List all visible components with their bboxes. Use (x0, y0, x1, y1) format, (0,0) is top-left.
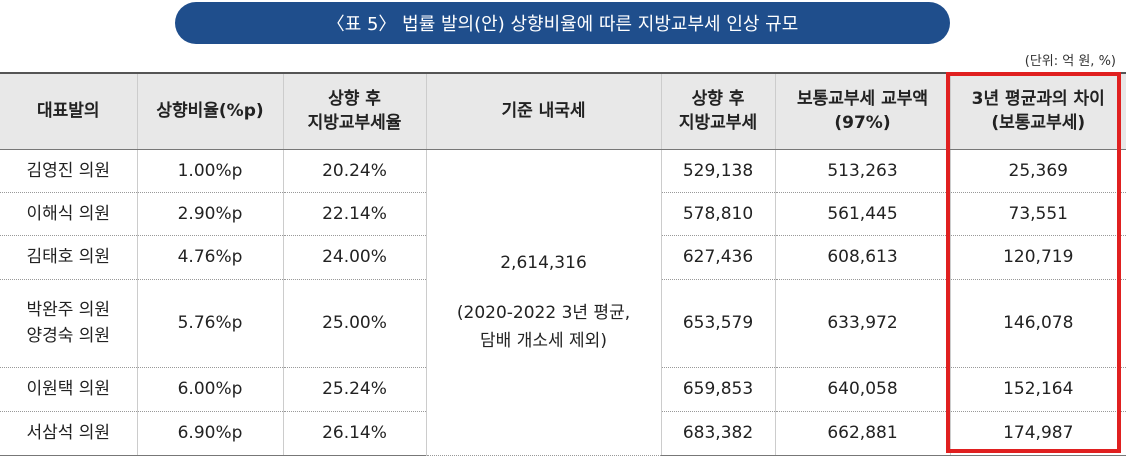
cell-rep: 박완주 의원 양경숙 의원 (0, 279, 137, 368)
header-diff: 3년 평균과의 차이 (보통교부세) (949, 72, 1126, 150)
table-title: 〈표 5〉 법률 발의(안) 상향비율에 따른 지방교부세 인상 규모 (175, 2, 950, 44)
cell-after: 25.00% (282, 279, 426, 368)
cell-rate: 6.00%p (136, 367, 283, 412)
cell-base-tax: 2,614,316 (2020-2022 3년 평균, 담배 개소세 제외) (425, 149, 661, 456)
table-row: 김영진 의원 1.00%p 20.24% 2,614,316 (2020-202… (0, 149, 1126, 456)
cell-grant: 633,972 (774, 279, 950, 368)
cell-grant: 561,445 (774, 192, 950, 236)
cell-rate: 1.00%p (136, 149, 283, 193)
header-rate: 상향비율(%p) (136, 72, 283, 150)
header-base-tax: 기준 내국세 (425, 72, 661, 150)
table-row: 이해식 의원 2.90%p 22.14% 578,810 561,445 73,… (0, 192, 1126, 236)
base-tax-value: 2,614,316 (500, 253, 587, 273)
cell-tax: 683,382 (660, 411, 775, 456)
data-table: 대표발의 상향비율(%p) 상향 후 지방교부세율 기준 내국세 상향 후 지방… (0, 72, 1126, 456)
cell-diff: 120,719 (949, 235, 1126, 280)
cell-diff: 146,078 (949, 279, 1126, 368)
cell-rep: 이원택 의원 (0, 367, 137, 412)
table-row: 서삼석 의원 6.90%p 26.14% 683,382 662,881 174… (0, 411, 1126, 456)
table-row: 김태호 의원 4.76%p 24.00% 627,436 608,613 120… (0, 235, 1126, 280)
header-rep: 대표발의 (0, 72, 137, 150)
cell-tax: 627,436 (660, 235, 775, 280)
cell-rate: 5.76%p (136, 279, 283, 368)
cell-after: 25.24% (282, 367, 426, 412)
cell-rate: 4.76%p (136, 235, 283, 280)
cell-tax: 578,810 (660, 192, 775, 236)
cell-after: 20.24% (282, 149, 426, 193)
cell-grant: 640,058 (774, 367, 950, 412)
cell-after: 26.14% (282, 411, 426, 456)
base-tax-note: (2020-2022 3년 평균, 담배 개소세 제외) (456, 303, 631, 351)
unit-label: (단위: 억 원, %) (1024, 54, 1116, 69)
cell-rep: 김영진 의원 (0, 149, 137, 193)
header-row: 대표발의 상향비율(%p) 상향 후 지방교부세율 기준 내국세 상향 후 지방… (0, 72, 1126, 150)
header-ordinary-grant: 보통교부세 교부액 (97%) (774, 72, 950, 150)
header-after-grant: 상향 후 지방교부세 (660, 72, 775, 150)
cell-rep: 김태호 의원 (0, 235, 137, 280)
cell-rep: 이해식 의원 (0, 192, 137, 236)
cell-tax: 529,138 (660, 149, 775, 193)
cell-rep: 서삼석 의원 (0, 411, 137, 456)
cell-diff: 25,369 (949, 149, 1126, 193)
cell-grant: 662,881 (774, 411, 950, 456)
cell-diff: 73,551 (949, 192, 1126, 236)
cell-tax: 659,853 (660, 367, 775, 412)
table-row: 박완주 의원 양경숙 의원 5.76%p 25.00% 653,579 633,… (0, 279, 1126, 368)
cell-grant: 513,263 (774, 149, 950, 193)
cell-diff: 174,987 (949, 411, 1126, 456)
cell-tax: 653,579 (660, 279, 775, 368)
cell-rate: 6.90%p (136, 411, 283, 456)
cell-diff: 152,164 (949, 367, 1126, 412)
cell-rate: 2.90%p (136, 192, 283, 236)
cell-after: 24.00% (282, 235, 426, 280)
table-row: 이원택 의원 6.00%p 25.24% 659,853 640,058 152… (0, 367, 1126, 412)
cell-grant: 608,613 (774, 235, 950, 280)
header-after-rate: 상향 후 지방교부세율 (282, 72, 426, 150)
cell-after: 22.14% (282, 192, 426, 236)
